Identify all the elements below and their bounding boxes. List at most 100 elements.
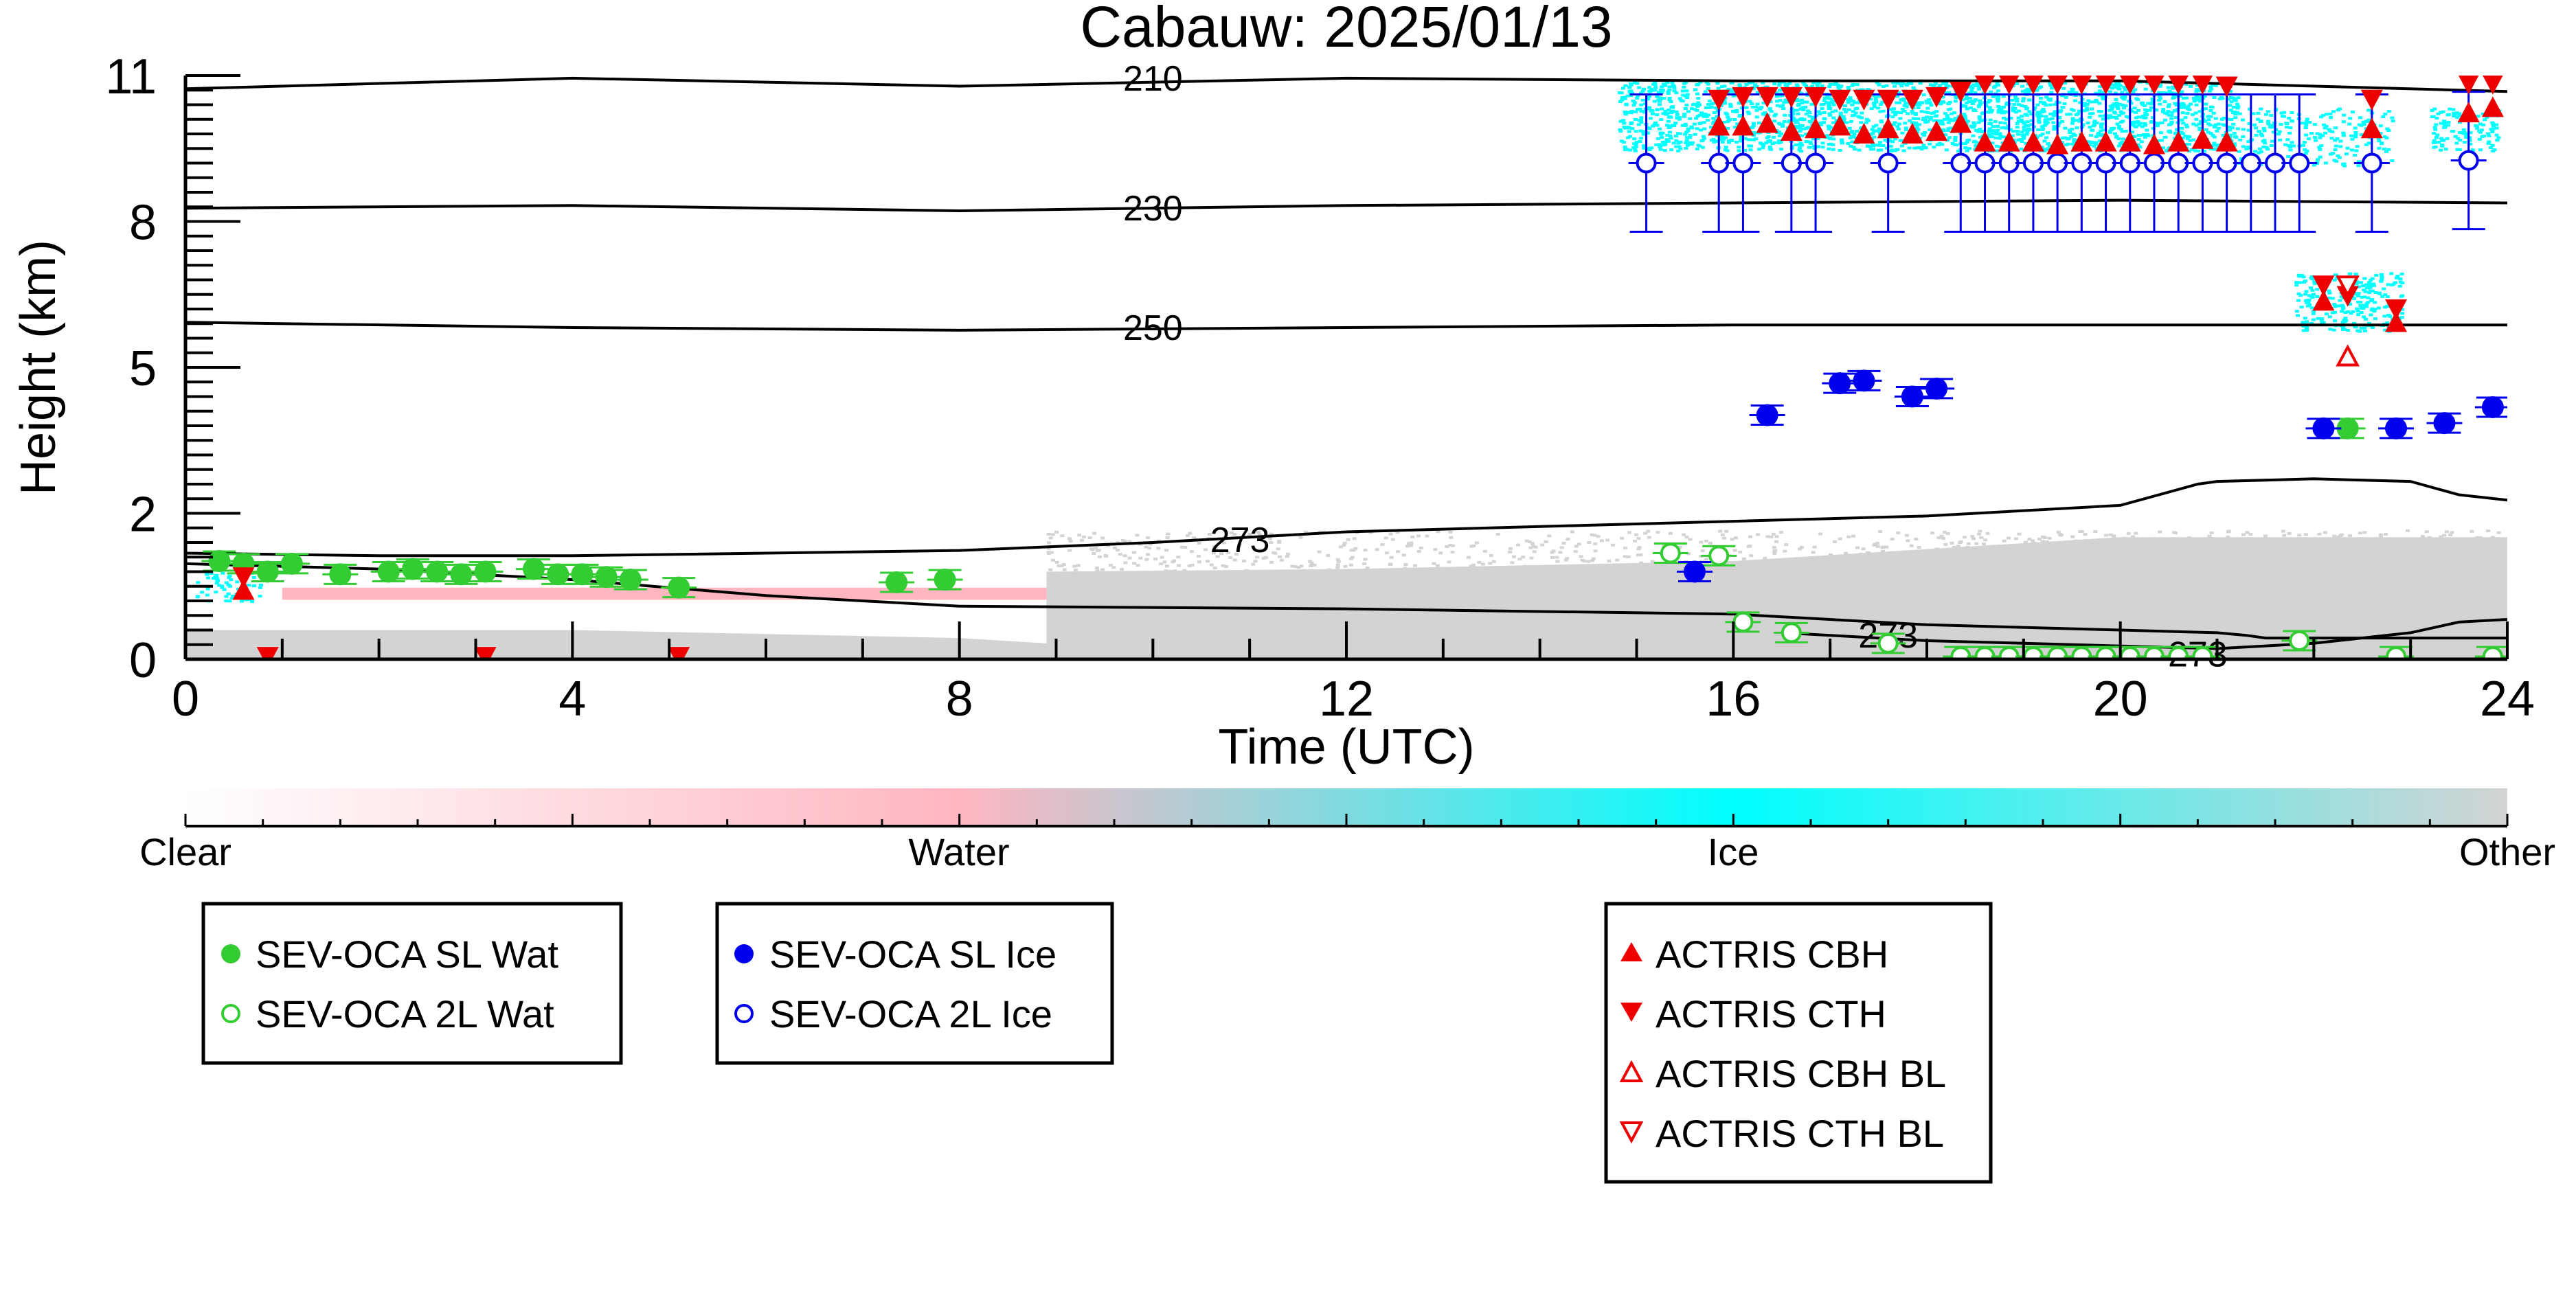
point-sev-oca-2l-ice bbox=[2047, 152, 2068, 174]
series-actris-cth bbox=[232, 76, 2503, 659]
y-tick-label: 11 bbox=[105, 49, 157, 104]
y-tick-label: 0 bbox=[129, 633, 157, 688]
isotherm-line-210 bbox=[185, 76, 2507, 93]
series-actris-cbh-bl bbox=[2336, 344, 2360, 367]
point-actris-cbh bbox=[2312, 290, 2335, 311]
point-sev-oca-2l-wat bbox=[1660, 542, 1681, 564]
x-tick-label: 16 bbox=[1706, 672, 1761, 727]
point-sev-oca-2l-ice bbox=[1998, 152, 2020, 174]
point-sev-oca-sl-ice bbox=[2481, 396, 2504, 418]
x-ticks: 0 4 8 12 16 20 24 bbox=[172, 621, 2535, 727]
point-sev-oca-2l-wat bbox=[2192, 646, 2213, 659]
legend-water-box bbox=[201, 902, 623, 1065]
point-sev-oca-2l-wat bbox=[1781, 622, 1802, 643]
point-sev-oca-sl-ice bbox=[2312, 417, 2335, 439]
point-sev-oca-2l-ice bbox=[2458, 150, 2479, 171]
point-actris-cth bbox=[1756, 87, 1778, 108]
point-actris-cbh bbox=[1998, 130, 2020, 152]
legend-ice-box bbox=[715, 902, 1114, 1065]
legend-marker-2l-ice bbox=[734, 1004, 754, 1023]
point-sev-oca-2l-ice bbox=[2240, 152, 2261, 174]
isotherm-lines bbox=[185, 76, 2507, 650]
isotherm-line-273 bbox=[185, 477, 2507, 558]
point-actris-cth bbox=[1950, 82, 1972, 103]
point-sev-oca-2l-ice bbox=[2216, 152, 2237, 174]
point-sev-oca-2l-ice bbox=[2192, 152, 2213, 174]
point-actris-cbh bbox=[2167, 130, 2190, 152]
point-sev-oca-2l-ice bbox=[2119, 152, 2140, 174]
point-sev-oca-2l-wat bbox=[1974, 646, 1996, 659]
point-actris-cth-bl bbox=[2336, 275, 2360, 298]
isotherm-label-210: 210 bbox=[1123, 59, 1183, 99]
point-sev-oca-2l-ice bbox=[1708, 152, 1730, 174]
legend-label-cth: ACTRIS CTH bbox=[1656, 992, 1886, 1036]
point-sev-oca-2l-ice bbox=[1636, 152, 1657, 174]
legend-water: SEV-OCA SL Wat SEV-OCA 2L Wat bbox=[201, 902, 623, 1065]
point-actris-cbh bbox=[2094, 130, 2117, 152]
point-actris-cth bbox=[2385, 299, 2408, 320]
point-actris-cth bbox=[1805, 87, 1827, 108]
point-actris-cth bbox=[1780, 87, 1803, 108]
point-actris-cth bbox=[2215, 76, 2238, 98]
point-sev-oca-2l-wat bbox=[2386, 646, 2407, 659]
point-sev-oca-sl-ice bbox=[1853, 369, 1875, 392]
point-actris-cth bbox=[1974, 76, 1996, 95]
point-sev-oca-2l-wat bbox=[1877, 632, 1899, 654]
point-actris-cbh bbox=[1805, 117, 1827, 139]
point-actris-cth bbox=[2023, 76, 2044, 95]
point-sev-oca-sl-wat bbox=[885, 571, 908, 593]
legend-marker-sl-ice bbox=[734, 944, 754, 963]
point-actris-cbh bbox=[1756, 112, 1778, 133]
point-sev-oca-sl-wat bbox=[377, 560, 400, 583]
point-actris-cbh bbox=[1853, 123, 1875, 144]
point-actris-cbh bbox=[1925, 120, 1948, 141]
legend-marker-cbh-bl bbox=[1619, 1060, 1644, 1082]
point-actris-cth bbox=[1732, 87, 1754, 108]
isotherm-label-230: 230 bbox=[1123, 189, 1183, 229]
point-actris-cth bbox=[2095, 76, 2116, 95]
series-actris-cth-bl bbox=[2336, 275, 2360, 298]
point-actris-cth bbox=[474, 647, 497, 659]
point-sev-oca-2l-ice bbox=[1950, 152, 1971, 174]
point-sev-oca-sl-wat bbox=[208, 550, 231, 573]
x-tick-label: 8 bbox=[946, 672, 973, 727]
point-sev-oca-sl-wat bbox=[619, 569, 642, 591]
point-actris-cbh bbox=[2481, 96, 2504, 117]
point-sev-oca-sl-ice bbox=[2385, 417, 2408, 439]
isotherm-line-250 bbox=[185, 321, 2507, 332]
legend-ice: SEV-OCA SL Ice SEV-OCA 2L Ice bbox=[715, 902, 1114, 1065]
point-sev-oca-sl-ice bbox=[1684, 560, 1706, 583]
point-actris-cth bbox=[2312, 275, 2335, 297]
point-sev-oca-2l-wat bbox=[1998, 646, 2020, 659]
point-actris-cbh bbox=[2046, 133, 2069, 155]
point-sev-oca-2l-wat bbox=[2289, 630, 2310, 651]
point-sev-oca-sl-wat bbox=[547, 563, 569, 586]
x-tick-label: 12 bbox=[1319, 672, 1374, 727]
data-marks bbox=[201, 76, 2507, 659]
x-tick-label: 0 bbox=[172, 672, 199, 727]
point-actris-cbh bbox=[2457, 102, 2480, 123]
point-sev-oca-sl-wat bbox=[280, 552, 303, 575]
point-actris-cth bbox=[1925, 87, 1948, 108]
legend-marker-sl-wat bbox=[221, 944, 240, 963]
point-sev-oca-2l-ice bbox=[2022, 152, 2044, 174]
point-sev-oca-sl-wat bbox=[571, 563, 594, 586]
point-sev-oca-sl-wat bbox=[2336, 417, 2359, 439]
legend-label-sl-ice: SEV-OCA SL Ice bbox=[769, 933, 1057, 976]
point-actris-cbh bbox=[232, 579, 255, 600]
point-sev-oca-sl-ice bbox=[1756, 404, 1778, 426]
point-actris-cbh bbox=[1780, 120, 1803, 141]
point-actris-cbh bbox=[1950, 112, 1972, 133]
point-sev-oca-sl-wat bbox=[256, 560, 279, 583]
colorbar-label-other: Other bbox=[2459, 830, 2555, 873]
point-sev-oca-2l-ice bbox=[2143, 152, 2165, 174]
point-sev-oca-2l-wat bbox=[2047, 646, 2068, 659]
point-actris-cth bbox=[1708, 89, 1730, 111]
y-tick-label: 5 bbox=[129, 341, 157, 396]
point-sev-oca-sl-wat bbox=[595, 566, 618, 589]
point-actris-cth bbox=[2144, 76, 2165, 95]
point-sev-oca-sl-wat bbox=[426, 560, 449, 583]
point-sev-oca-2l-ice bbox=[1877, 152, 1899, 174]
point-actris-cth bbox=[2071, 76, 2092, 95]
